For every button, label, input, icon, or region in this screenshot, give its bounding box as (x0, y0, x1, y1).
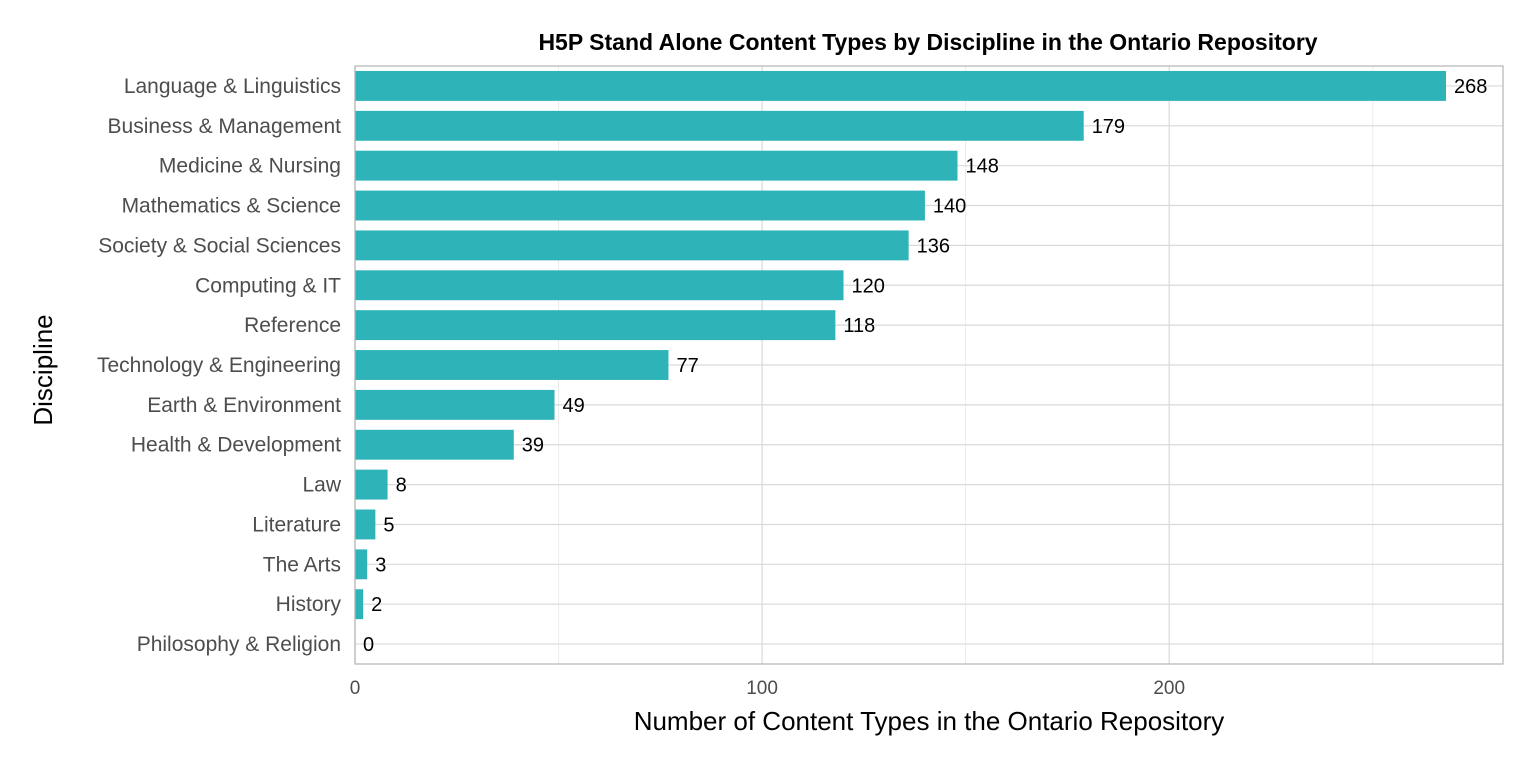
plot-panel-border (354, 65, 1504, 665)
data-label: 5 (383, 514, 394, 536)
category-label: Computing & IT (195, 274, 341, 297)
category-label: Language & Linguistics (124, 75, 341, 98)
bar (355, 469, 388, 500)
bars (355, 70, 1447, 620)
category-label: Literature (252, 513, 341, 536)
x-tick-label: 0 (350, 678, 361, 699)
x-axis-title: Number of Content Types in the Ontario R… (634, 706, 1225, 736)
data-labels: 268 179 148 140 136 120 118 77 49 39 85 3 2 0 (363, 76, 1487, 656)
data-label: 0 (363, 634, 374, 656)
category-label: History (276, 593, 342, 616)
bar (355, 230, 909, 261)
bar (355, 350, 669, 380)
data-label: 179 (1092, 116, 1125, 138)
data-label: 49 (562, 395, 584, 417)
category-label: Business & Management (108, 115, 342, 138)
bar (355, 150, 958, 181)
category-label: Philosophy & Religion (137, 633, 341, 656)
data-label: 118 (843, 315, 875, 337)
category-label: The Arts (263, 553, 341, 576)
category-label: Reference (244, 314, 341, 337)
category-label: Earth & Environment (147, 394, 341, 417)
x-tick-label: 200 (1153, 678, 1185, 699)
data-label: 39 (522, 435, 544, 457)
bar (355, 310, 836, 341)
chart-title: H5P Stand Alone Content Types by Discipl… (538, 29, 1317, 55)
data-label: 77 (676, 355, 698, 377)
category-label: Mathematics & Science (122, 195, 341, 218)
data-label: 2 (371, 594, 382, 616)
bar (355, 509, 376, 540)
data-label: 268 (1454, 76, 1487, 98)
category-labels: Language & Linguistics Business & Managem… (97, 75, 342, 656)
bar (355, 70, 1447, 101)
category-label: Health & Development (131, 434, 341, 457)
data-label: 8 (396, 475, 407, 497)
bar (355, 110, 1084, 141)
bar (355, 429, 514, 460)
category-label: Society & Social Sciences (98, 234, 341, 257)
category-label: Technology & Engineering (97, 354, 341, 377)
bar (355, 589, 364, 620)
data-label: 3 (375, 554, 386, 576)
data-label: 148 (965, 156, 998, 178)
x-tick-label: 100 (746, 678, 778, 699)
bar (355, 270, 844, 301)
data-label: 136 (917, 235, 950, 257)
bar (355, 549, 368, 580)
bar (355, 190, 925, 221)
data-label: 140 (933, 196, 966, 218)
data-label: 120 (852, 275, 885, 297)
bar (355, 389, 555, 420)
y-axis-title: Discipline (28, 314, 58, 425)
category-label: Medicine & Nursing (159, 155, 341, 178)
category-label: Law (302, 474, 341, 497)
x-tick-labels: 0 100 200 (350, 678, 1185, 699)
